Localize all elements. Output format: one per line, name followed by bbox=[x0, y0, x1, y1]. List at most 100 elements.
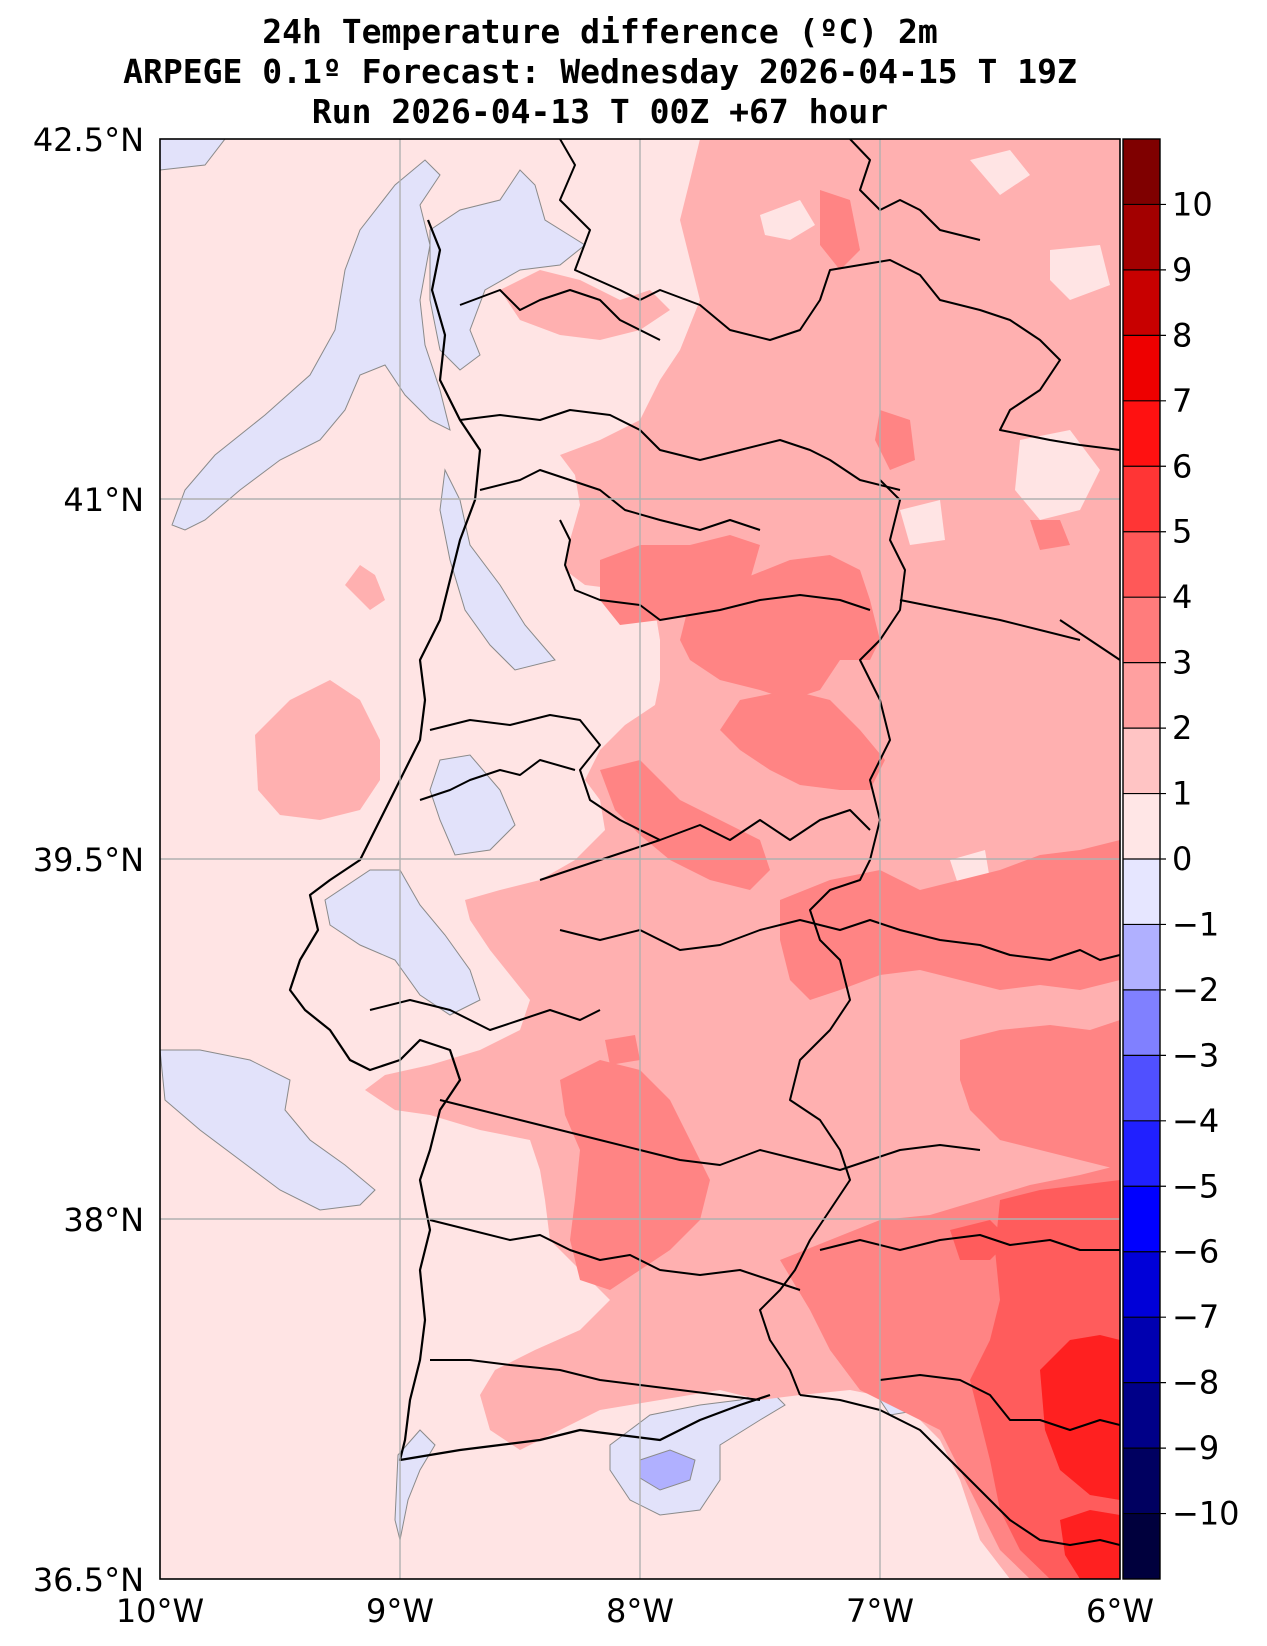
colorbar-tick-label: −2 bbox=[1172, 971, 1219, 1009]
lat-label-36-5: 36.5°N bbox=[33, 1561, 144, 1599]
internal-boundary-2 bbox=[459, 409, 901, 491]
internal-boundary-8 bbox=[559, 919, 1120, 961]
warm-2-3-small-2 bbox=[1030, 520, 1070, 550]
latitude-labels: 42.5°N 41°N 39.5°N 38°N 36.5°N bbox=[33, 121, 144, 1599]
warm-2-3-small-1 bbox=[605, 1035, 640, 1065]
spain-portugal-border-north bbox=[559, 139, 1120, 451]
internal-boundary-12 bbox=[430, 1359, 761, 1401]
warm-4-5-southeast-core bbox=[1040, 1335, 1120, 1500]
colorbar-segment bbox=[1123, 204, 1160, 271]
map-title-line-3: Run 2026-04-13 T 00Z +67 hour bbox=[311, 92, 889, 131]
lat-label-38: 38°N bbox=[63, 1201, 144, 1239]
colorbar-segment bbox=[1123, 1120, 1160, 1187]
cool-area-cape-sao-vicente bbox=[394, 1429, 436, 1541]
colorbar-segment bbox=[1123, 269, 1160, 336]
colorbar-segment bbox=[1123, 597, 1160, 664]
lat-label-39-5: 39.5°N bbox=[33, 841, 144, 879]
colorbar-segment bbox=[1123, 1251, 1160, 1318]
colorbar-segment bbox=[1123, 989, 1160, 1056]
cool-area-northwest-offshore bbox=[160, 139, 226, 171]
cool-area-aveiro bbox=[439, 468, 556, 671]
colorbar-tick-label: 10 bbox=[1172, 185, 1213, 223]
warm-1-2-offshore-small bbox=[345, 565, 385, 610]
internal-boundary-13 bbox=[799, 1394, 1120, 1546]
colorbar-tick-label: 3 bbox=[1172, 644, 1192, 682]
colorbar-segment bbox=[1123, 1317, 1160, 1384]
colorbar-segment bbox=[1123, 139, 1160, 205]
lat-label-41: 41°N bbox=[63, 481, 144, 519]
internal-boundary-15 bbox=[879, 1374, 1120, 1431]
colorbar-tick-label: −5 bbox=[1172, 1167, 1219, 1205]
internal-boundary-9 bbox=[369, 999, 601, 1031]
colorbar-tick-label: 0 bbox=[1172, 840, 1192, 878]
colorbar-segment bbox=[1123, 466, 1160, 533]
internal-boundary-11 bbox=[429, 1219, 801, 1291]
lon-label-10w: 10°W bbox=[116, 1592, 204, 1630]
colorbar-tick-label: 8 bbox=[1172, 316, 1192, 354]
internal-boundary-6 bbox=[419, 759, 576, 801]
colorbar-tick-label: −4 bbox=[1172, 1102, 1219, 1140]
internal-boundary-18 bbox=[849, 139, 981, 241]
colorbar-segment bbox=[1123, 1055, 1160, 1122]
colorbar-segment bbox=[1123, 335, 1160, 402]
lon-label-8w: 8°W bbox=[606, 1592, 674, 1630]
warm-2-3-northeast bbox=[875, 410, 915, 470]
colorbar-segment bbox=[1123, 1513, 1160, 1580]
colorbar-segment bbox=[1123, 1448, 1160, 1515]
colorbar-tick-label: 6 bbox=[1172, 447, 1192, 485]
warm-2-3-tejo-diagonal bbox=[600, 760, 770, 890]
warm-4-5-corner bbox=[1060, 1510, 1120, 1579]
internal-boundary-14 bbox=[819, 1234, 1120, 1251]
coastline-and-borders bbox=[288, 139, 1120, 1546]
lat-label-42-5: 42.5°N bbox=[33, 121, 144, 159]
colorbar-segment bbox=[1123, 1186, 1160, 1253]
longitude-labels: 10°W 9°W 8°W 7°W 6°W bbox=[116, 1592, 1154, 1630]
colorbar-tick-label: 4 bbox=[1172, 578, 1192, 616]
colorbar-segment bbox=[1123, 531, 1160, 598]
internal-boundary-17 bbox=[899, 599, 1081, 641]
weak-pocket-east-1 bbox=[1015, 430, 1100, 520]
colorbar-tick-label: −7 bbox=[1172, 1298, 1219, 1336]
map-title-line-2: ARPEGE 0.1º Forecast: Wednesday 2026-04-… bbox=[123, 52, 1077, 91]
weak-pocket-east-2 bbox=[900, 500, 945, 545]
cool-area-minho-coast bbox=[429, 169, 586, 371]
colorbar-segment bbox=[1123, 859, 1160, 925]
warm-1-2-offshore-blob bbox=[255, 680, 380, 820]
weak-pocket-north-east bbox=[1050, 245, 1110, 300]
colorbar-tick-label: 1 bbox=[1172, 775, 1192, 813]
warm-2-3-alentejo bbox=[560, 1060, 710, 1290]
warm-2-3-east-central bbox=[720, 690, 885, 790]
colorbar-tick-label: 2 bbox=[1172, 709, 1192, 747]
colorbar-segment bbox=[1123, 1382, 1160, 1449]
warm-1-2-north-band bbox=[500, 270, 670, 340]
colorbar-segment bbox=[1123, 793, 1160, 860]
map-title-line-1: 24h Temperature difference (ºC) 2m bbox=[262, 12, 938, 51]
warm-2-3-east-band bbox=[780, 840, 1120, 1000]
warm-3-4-south-edge bbox=[950, 1220, 1010, 1260]
colorbar-tick-label: 9 bbox=[1172, 251, 1192, 289]
portugal-coastline bbox=[288, 219, 771, 1462]
warm-2-3-east-lower bbox=[960, 1020, 1120, 1170]
colorbar-tick-label: 7 bbox=[1172, 382, 1192, 420]
colorbar-tick-label: 5 bbox=[1172, 513, 1192, 551]
internal-boundary-5 bbox=[429, 714, 871, 841]
colorbar-tick-label: −1 bbox=[1172, 905, 1219, 943]
cool-area-southwest-offshore bbox=[160, 1049, 376, 1211]
warm-2-3-north-strip bbox=[820, 190, 860, 270]
lon-label-9w: 9°W bbox=[366, 1592, 434, 1630]
cool-area-central-coast bbox=[429, 754, 516, 856]
colorbar-segment bbox=[1123, 662, 1160, 729]
spain-portugal-border-east bbox=[759, 479, 906, 1396]
colorbar-tick-label: −9 bbox=[1172, 1429, 1219, 1467]
internal-boundary-1 bbox=[459, 289, 661, 341]
internal-boundary-4 bbox=[559, 519, 871, 621]
colorbar-tick-label: −10 bbox=[1172, 1495, 1240, 1533]
map-frame bbox=[159, 138, 1121, 1580]
weak-warming-pockets bbox=[760, 150, 1110, 890]
colorbar-tick-label: −3 bbox=[1172, 1036, 1219, 1074]
internal-boundary-3 bbox=[479, 469, 761, 531]
lon-label-7w: 7°W bbox=[846, 1592, 914, 1630]
warm-2-3-central-interior bbox=[680, 555, 880, 700]
